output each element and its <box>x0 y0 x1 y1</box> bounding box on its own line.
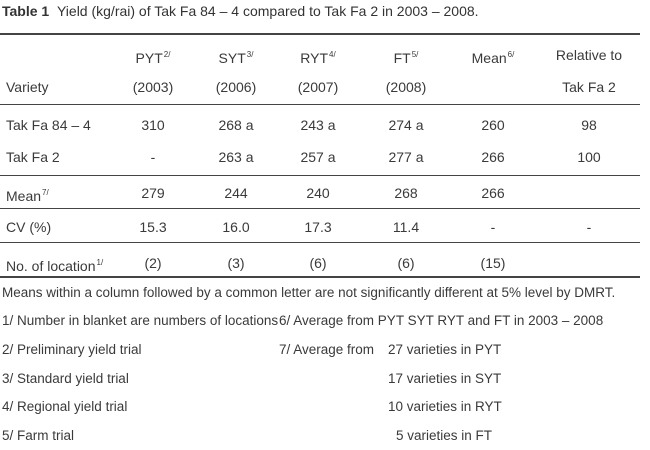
table-cell: 16.0 <box>222 219 250 235</box>
table-cell: 268 a <box>218 117 254 133</box>
table-cell: (15) <box>480 255 506 271</box>
header-col-relative-sub: Tak Fa 2 <box>562 79 616 95</box>
header-col-ft: FT5/ <box>393 50 419 66</box>
table-cell: 15.3 <box>139 219 167 235</box>
table-cell: (2) <box>144 255 162 271</box>
footnote-3: 3/ Standard yield trial <box>2 371 129 386</box>
header-col-mean: Mean6/ <box>471 50 515 66</box>
footnote-4: 4/ Regional yield trial <box>2 399 128 414</box>
bottom-rule <box>0 276 640 278</box>
table-cell: 263 a <box>218 149 254 165</box>
table-cell: 266 <box>481 185 505 201</box>
footnote-6: 6/ Average from PYT SYT RYT and FT in 20… <box>279 313 604 328</box>
header-col-syt: SYT3/ <box>218 50 254 66</box>
footnote-1: 1/ Number in blanket are numbers of loca… <box>2 313 279 328</box>
header-col-ryt-year: (2007) <box>297 79 339 95</box>
table-cell: 310 <box>141 117 165 133</box>
table-cell: 244 <box>224 185 248 201</box>
footnote-5: 5/ Farm trial <box>2 428 75 443</box>
header-rule <box>0 104 640 105</box>
header-col-pyt-year: (2003) <box>132 79 174 95</box>
table-cell: 268 <box>394 185 418 201</box>
header-col-syt-year: (2006) <box>215 79 257 95</box>
table-cell: 11.4 <box>392 219 420 235</box>
table-cell: 274 a <box>388 117 424 133</box>
table-title: Yield (kg/rai) of Tak Fa 84 – 4 compared… <box>56 3 479 19</box>
table-cell: 240 <box>306 185 330 201</box>
table-cell: 257 a <box>300 149 336 165</box>
footnote-2: 2/ Preliminary yield trial <box>2 342 142 357</box>
table-cell: 260 <box>481 117 505 133</box>
table-cell: 98 <box>581 117 597 133</box>
table-cell: 100 <box>577 149 601 165</box>
footnote-7-item: 17 varieties in SYT <box>388 371 502 386</box>
row-rule <box>0 175 640 176</box>
table-cell: - <box>490 219 496 235</box>
table-cell: (6) <box>397 255 415 271</box>
table-cell: 17.3 <box>304 219 332 235</box>
table-label: Table 1 <box>2 3 50 19</box>
footnote-7-item: 5 varieties in FT <box>396 428 493 443</box>
header-col-ft-year: (2008) <box>385 79 427 95</box>
table-cell: - <box>586 219 592 235</box>
footnote-7-item: 10 varieties in RYT <box>388 399 502 414</box>
row-label: CV (%) <box>6 219 52 235</box>
table-cell: (3) <box>227 255 245 271</box>
table-cell: (6) <box>309 255 327 271</box>
row-label: Mean7/ <box>6 188 49 204</box>
footnote-7: 7/ Average from <box>279 342 375 357</box>
row-label: Tak Fa 2 <box>6 149 60 165</box>
table-cell: 266 <box>481 149 505 165</box>
header-col-relative: Relative to <box>555 47 623 63</box>
header-col-pyt: PYT2/ <box>135 50 171 66</box>
table-cell: 277 a <box>388 149 424 165</box>
table-caption: Table 1 Yield (kg/rai) of Tak Fa 84 – 4 … <box>2 3 479 19</box>
row-rule <box>0 208 640 209</box>
row-rule <box>0 242 640 243</box>
footnote-7-item: 27 varieties in PYT <box>388 342 502 357</box>
row-label: Tak Fa 84 – 4 <box>6 117 91 133</box>
table-cell: 279 <box>141 185 165 201</box>
top-rule <box>0 33 640 35</box>
table-cell: 243 a <box>300 117 336 133</box>
header-variety: Variety <box>6 79 49 95</box>
header-col-ryt: RYT4/ <box>300 50 336 66</box>
table-cell: - <box>150 149 156 165</box>
footnote-dmrt: Means within a column followed by a comm… <box>2 285 616 300</box>
row-label: No. of location1/ <box>6 258 104 274</box>
